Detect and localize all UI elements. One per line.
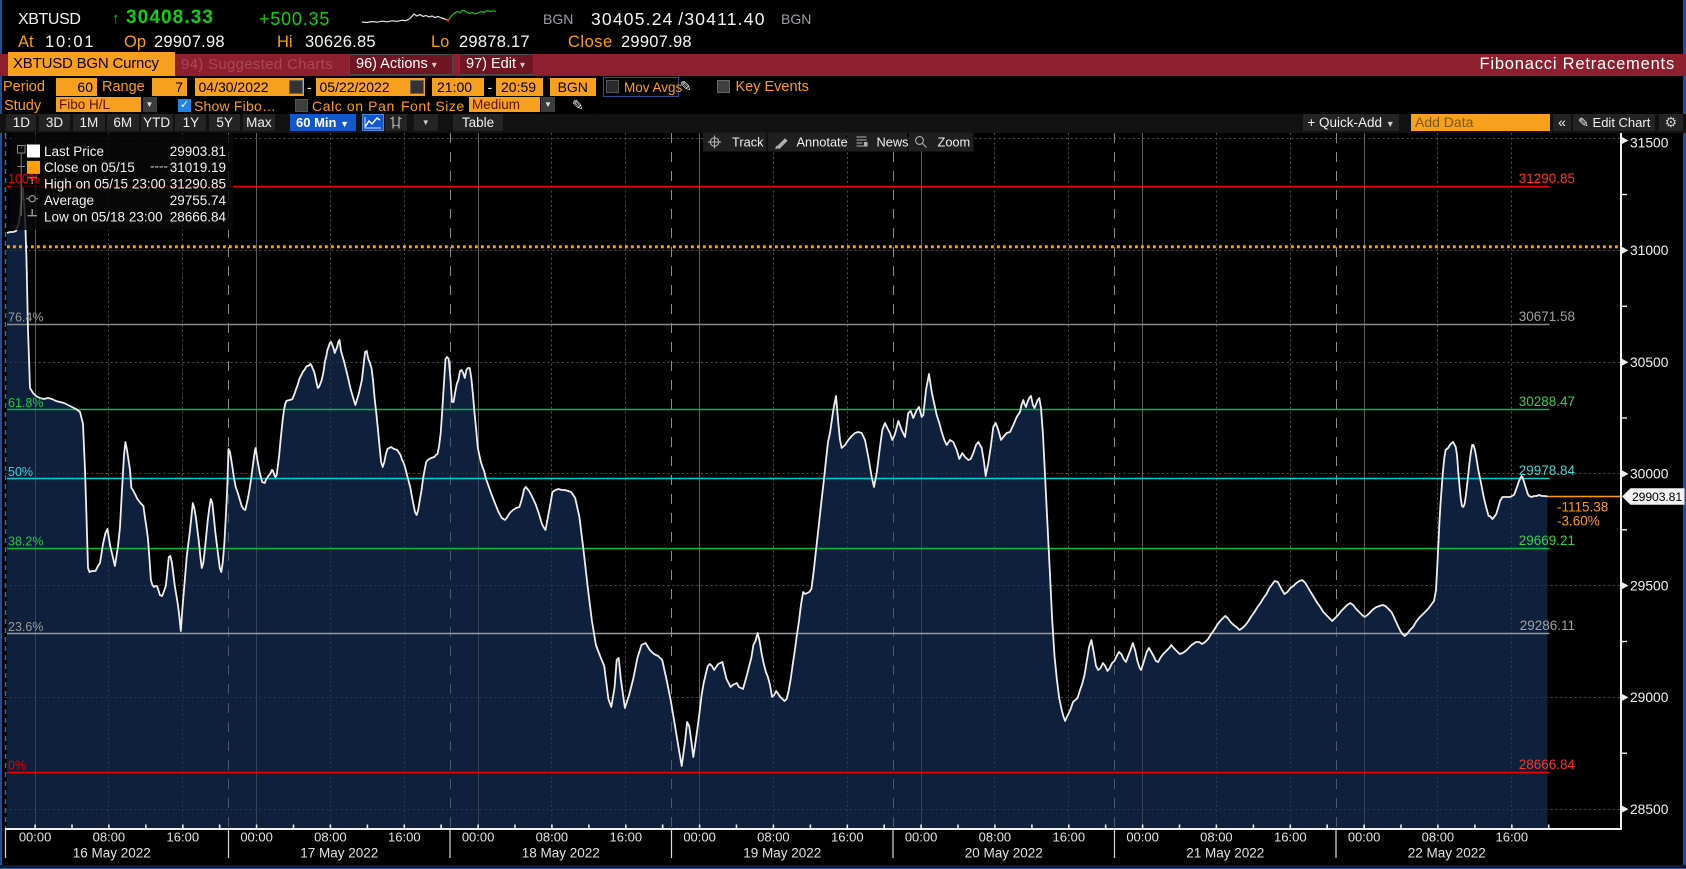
svg-text:-1115.38: -1115.38	[1557, 500, 1608, 515]
svg-text:23.6%: 23.6%	[8, 620, 43, 634]
svg-text:16 May 2022: 16 May 2022	[73, 846, 151, 861]
svg-text:Average: Average	[44, 193, 94, 208]
svg-text:29755.74: 29755.74	[170, 193, 227, 208]
svg-text:31019.19: 31019.19	[170, 160, 226, 175]
svg-text:-3.60%: -3.60%	[1557, 514, 1600, 529]
svg-text:News: News	[877, 135, 909, 150]
svg-text:76.4%: 76.4%	[8, 310, 43, 324]
svg-text:0%: 0%	[8, 759, 26, 773]
svg-text:16:00: 16:00	[1274, 830, 1307, 845]
svg-text:Annotate: Annotate	[797, 135, 848, 150]
svg-text:08:00: 08:00	[1422, 830, 1455, 845]
svg-text:Track: Track	[732, 135, 764, 150]
svg-text:21 May 2022: 21 May 2022	[1186, 846, 1264, 861]
svg-text:16:00: 16:00	[388, 830, 421, 845]
svg-text:16:00: 16:00	[831, 830, 864, 845]
svg-text:29669.21: 29669.21	[1519, 533, 1575, 548]
svg-text:00:00: 00:00	[1348, 830, 1381, 845]
svg-text:30671.58: 30671.58	[1519, 309, 1575, 324]
svg-text:17 May 2022: 17 May 2022	[300, 846, 378, 861]
svg-text:Last Price: Last Price	[44, 144, 104, 159]
svg-text:08:00: 08:00	[536, 830, 569, 845]
svg-text:20 May 2022: 20 May 2022	[965, 846, 1043, 861]
svg-text:16:00: 16:00	[167, 830, 200, 845]
svg-text:08:00: 08:00	[1200, 830, 1233, 845]
svg-text:29286.11: 29286.11	[1520, 618, 1575, 633]
svg-text:08:00: 08:00	[979, 830, 1012, 845]
svg-text:----: ----	[150, 159, 168, 174]
svg-text:16:00: 16:00	[1053, 830, 1086, 845]
svg-text:28500: 28500	[1630, 802, 1669, 817]
svg-text:08:00: 08:00	[314, 830, 347, 845]
svg-text:00:00: 00:00	[1126, 830, 1159, 845]
svg-text:31000: 31000	[1630, 243, 1669, 258]
svg-text:00:00: 00:00	[683, 830, 716, 845]
svg-text:29903.81: 29903.81	[1632, 490, 1682, 504]
svg-text:18 May 2022: 18 May 2022	[522, 846, 600, 861]
svg-text:00:00: 00:00	[462, 830, 495, 845]
svg-text:08:00: 08:00	[93, 830, 126, 845]
svg-text:Low on 05/18 23:00: Low on 05/18 23:00	[44, 209, 163, 224]
svg-text:50%: 50%	[8, 465, 33, 479]
svg-text:30500: 30500	[1630, 355, 1669, 370]
svg-text:00:00: 00:00	[905, 830, 938, 845]
svg-text:16:00: 16:00	[1496, 830, 1529, 845]
svg-text:22 May 2022: 22 May 2022	[1408, 846, 1486, 861]
svg-text:00:00: 00:00	[19, 830, 52, 845]
svg-text:38.2%: 38.2%	[8, 534, 43, 548]
svg-text:61.8%: 61.8%	[8, 396, 43, 410]
svg-text:31290.85: 31290.85	[170, 177, 226, 192]
svg-text:28666.84: 28666.84	[1519, 757, 1576, 772]
svg-text:28666.84: 28666.84	[170, 209, 227, 224]
svg-text:29500: 29500	[1630, 578, 1669, 593]
svg-text:100%: 100%	[8, 172, 40, 186]
svg-text:29978.84: 29978.84	[1519, 463, 1576, 478]
svg-text:Zoom: Zoom	[938, 135, 971, 150]
svg-text:30000: 30000	[1630, 467, 1669, 482]
svg-text:00:00: 00:00	[240, 830, 273, 845]
svg-text:31500: 31500	[1630, 135, 1669, 150]
svg-text:19 May 2022: 19 May 2022	[743, 846, 821, 861]
svg-text:16:00: 16:00	[610, 830, 643, 845]
svg-text:08:00: 08:00	[757, 830, 790, 845]
svg-text:29903.81: 29903.81	[170, 144, 226, 159]
svg-text:31290.85: 31290.85	[1519, 171, 1575, 186]
svg-text:High on 05/15 23:00: High on 05/15 23:00	[44, 177, 166, 192]
svg-text:29000: 29000	[1630, 690, 1669, 705]
svg-text:30288.47: 30288.47	[1519, 394, 1575, 409]
svg-text:Close on 05/15: Close on 05/15	[44, 160, 135, 175]
